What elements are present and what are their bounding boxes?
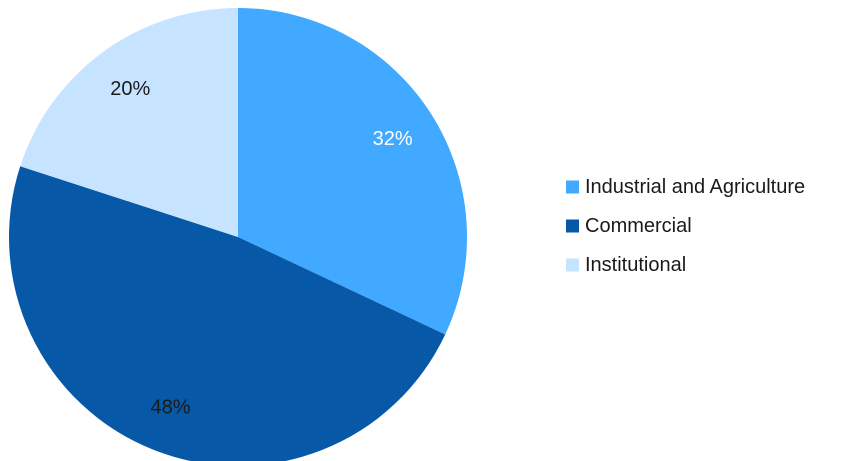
legend: Industrial and Agriculture Commercial Inst… (566, 176, 805, 276)
pie-slice-commercial (9, 166, 446, 461)
legend-swatch-commercial (566, 219, 579, 233)
slice-value-label-institutional: 20% (110, 78, 150, 100)
pie-slices (9, 8, 467, 461)
legend-swatch-industrial-and-agriculture (566, 180, 579, 194)
slice-value-label-industrial-and-agriculture: 32% (373, 128, 413, 150)
legend-swatch-institutional (566, 258, 579, 272)
legend-label-commercial: Commercial (585, 215, 692, 237)
pie-slice-industrial-and-agriculture (238, 8, 467, 335)
legend-label-industrial-and-agriculture: Industrial and Agriculture (585, 176, 805, 198)
slice-value-label-commercial: 48% (151, 396, 191, 418)
pie-value-labels: 32% 48% 20% (110, 78, 413, 419)
legend-label-institutional: Institutional (585, 254, 686, 276)
pie-slice-institutional (20, 8, 239, 237)
